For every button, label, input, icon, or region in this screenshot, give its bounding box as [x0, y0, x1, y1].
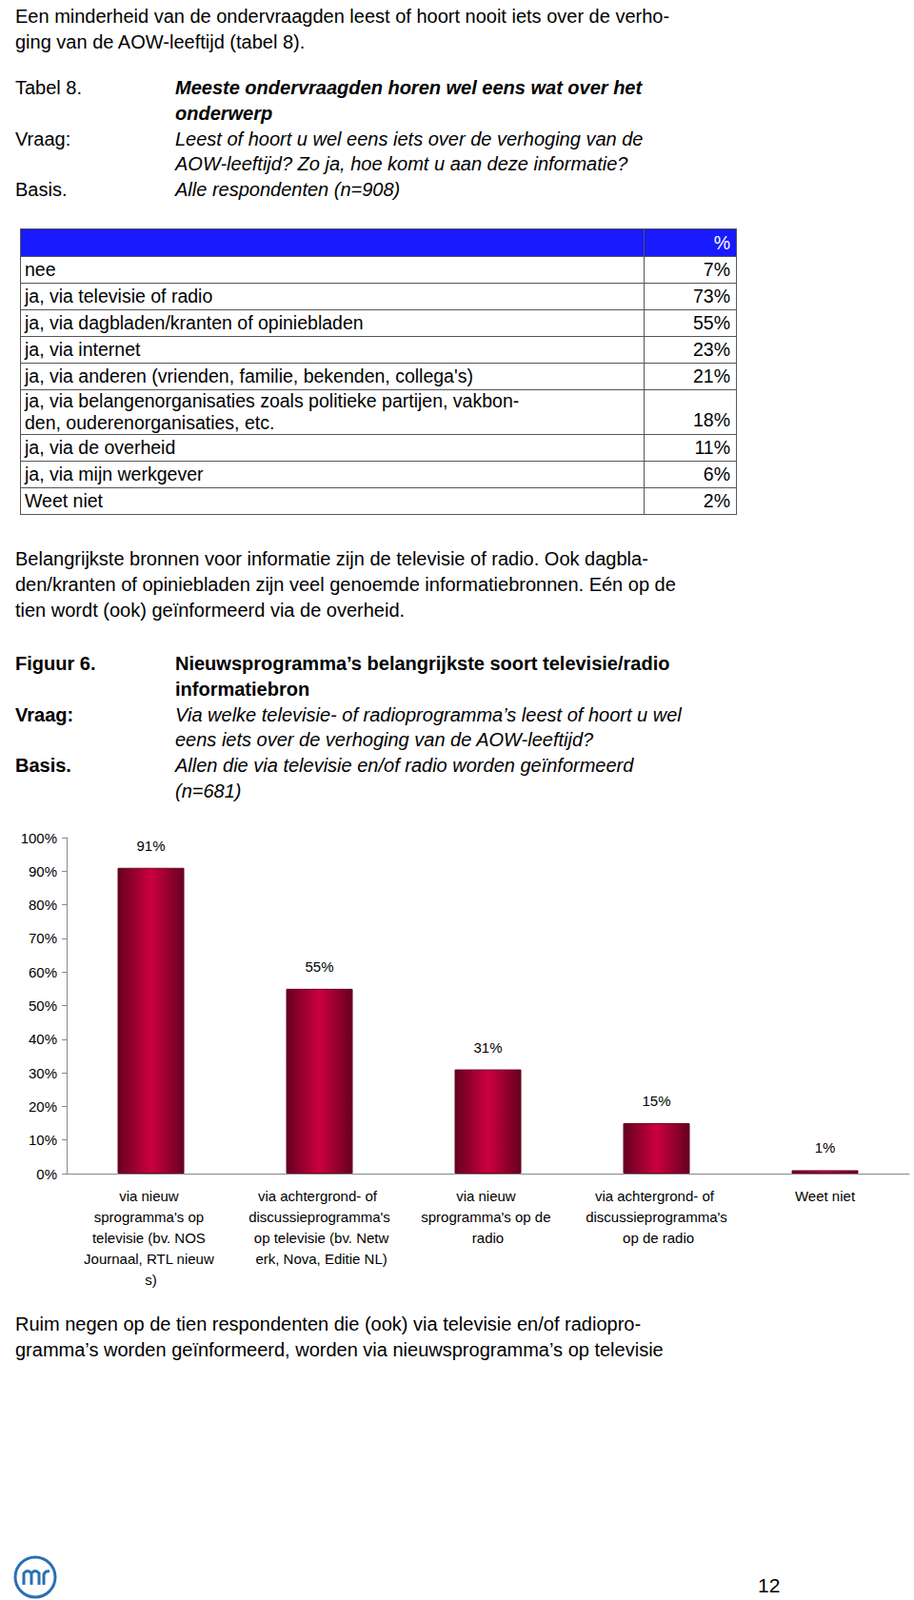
- html-text:nee: nee: [24, 258, 56, 280]
- html-text:Meeste ondervraagden horen wel: Meeste ondervraagden horen wel eens wat …: [175, 77, 642, 99]
- svg-text:erk, Nova, Editie NL): erk, Nova, Editie NL): [251, 1251, 388, 1268]
- html-text:Weet niet: Weet niet: [24, 490, 103, 512]
- svg-text:60%: 60%: [28, 964, 58, 981]
- html-text:AOW-leeftijd? Zo ja, hoe komt: AOW-leeftijd? Zo ja, hoe komt u aan deze…: [175, 153, 628, 175]
- svg-text:91%: 91%: [136, 837, 165, 855]
- html-text:onderwerp: onderwerp: [175, 102, 273, 124]
- html-text:den/kranten of opiniebladen zi: den/kranten of opiniebladen zijn veel ge…: [15, 574, 676, 596]
- html-text:eens iets over de verhoging va: eens iets over de verhoging van de AOW-l…: [175, 729, 594, 751]
- html-text:Ruim negen op de tien responde: Ruim negen op de tien respondenten die (…: [15, 1313, 641, 1335]
- html-text:ja, via televisie of radio: ja, via televisie of radio: [24, 285, 213, 307]
- svg-text:discussieprogramma's: discussieprogramma's: [248, 1209, 391, 1226]
- svg-text:15%: 15%: [641, 1092, 671, 1110]
- html-text:55%: 55%: [693, 312, 731, 334]
- html-text:Basis.: Basis.: [15, 179, 68, 201]
- svg-text:via nieuw: via nieuw: [119, 1188, 183, 1205]
- html-text:informatiebron: informatiebron: [175, 678, 310, 700]
- svg-text:Weet niet: Weet niet: [794, 1188, 856, 1205]
- svg-text:40%: 40%: [28, 1031, 58, 1048]
- html-text:ja, via dagbladen/kranten of o: ja, via dagbladen/kranten of opinieblade…: [24, 312, 364, 334]
- svg-text:s): s): [144, 1271, 158, 1289]
- svg-text:sprogramma's op: sprogramma's op: [94, 1209, 209, 1226]
- html-text:ja, via de overheid: ja, via de overheid: [24, 437, 176, 458]
- svg-text:via achtergrond- of: via achtergrond- of: [258, 1188, 381, 1205]
- html-text:Via welke televisie- of radiop: Via welke televisie- of radioprogramma’s…: [175, 704, 682, 726]
- svg-text:sprogramma's op de: sprogramma's op de: [420, 1209, 555, 1226]
- html-text:12: 12: [757, 1574, 781, 1597]
- html-text:Basis.: Basis.: [15, 755, 72, 777]
- html-text:ja, via mijn werkgever: ja, via mijn werkgever: [24, 463, 204, 485]
- html-text:(n=681): (n=681): [175, 780, 242, 802]
- html-text:7%: 7%: [703, 258, 731, 280]
- svg-text:90%: 90%: [28, 863, 58, 880]
- html-text:Allen die via televisie en/of: Allen die via televisie en/of radio word…: [175, 755, 634, 777]
- html-text:21%: 21%: [693, 365, 731, 387]
- svg-text:televisie (bv. NOS: televisie (bv. NOS: [92, 1230, 210, 1247]
- html-text:ja, via internet: ja, via internet: [24, 338, 141, 360]
- svg-text:Journaal, RTL nieuw: Journaal, RTL nieuw: [83, 1251, 219, 1268]
- html-text:Nieuwsprogramma’s belangrijkst: Nieuwsprogramma’s belangrijkste soort te…: [175, 653, 670, 675]
- html-text:Vraag:: Vraag:: [15, 704, 74, 726]
- svg-text:50%: 50%: [28, 997, 58, 1014]
- svg-text:30%: 30%: [28, 1065, 58, 1082]
- svg-text:discussieprogramma's: discussieprogramma's: [585, 1209, 728, 1226]
- html-text:Vraag:: Vraag:: [15, 128, 71, 150]
- html-text:Figuur 6.: Figuur 6.: [15, 653, 96, 675]
- html-text:ja, via anderen (vrienden, fam: ja, via anderen (vrienden, familie, beke…: [24, 365, 474, 387]
- svg-text:via achtergrond- of: via achtergrond- of: [595, 1188, 718, 1205]
- html-text:tien wordt (ook) geïnformeerd: tien wordt (ook) geïnformeerd via de ove…: [15, 599, 405, 621]
- html-text:2%: 2%: [703, 490, 731, 512]
- html-text:gramma’s worden geïnformeerd,: gramma’s worden geïnformeerd, worden via…: [15, 1339, 664, 1361]
- svg-text:70%: 70%: [28, 930, 58, 947]
- html-text:ja, via belangenorganisaties z: ja, via belangenorganisaties zoals polit…: [24, 390, 520, 412]
- html-text:11%: 11%: [694, 437, 731, 458]
- svg-text:0%: 0%: [36, 1166, 58, 1183]
- svg-text:80%: 80%: [28, 896, 58, 914]
- html-text:Tabel 8.: Tabel 8.: [15, 77, 82, 99]
- html-text:Een minderheid van de ondervra: Een minderheid van de ondervraagden lees…: [15, 5, 670, 27]
- svg-text:via nieuw: via nieuw: [456, 1188, 520, 1205]
- svg-text:31%: 31%: [473, 1039, 502, 1056]
- html-text:Leest of hoort u wel eens iets: Leest of hoort u wel eens iets over de v…: [175, 128, 644, 150]
- html-text:Belangrijkste bronnen voor inf: Belangrijkste bronnen voor informatie zi…: [15, 548, 649, 570]
- svg-text:55%: 55%: [304, 958, 334, 975]
- html-text:6%: 6%: [703, 463, 731, 485]
- svg-text:radio: radio: [472, 1230, 504, 1247]
- svg-text:1%: 1%: [814, 1139, 836, 1156]
- html-text:ging van de AOW-leeftijd (tabe: ging van de AOW-leeftijd (tabel 8).: [15, 31, 305, 53]
- html-text:den, ouderenorganisaties, etc.: den, ouderenorganisaties, etc.: [24, 412, 275, 434]
- html-text:23%: 23%: [693, 338, 731, 360]
- svg-text:op de radio: op de radio: [618, 1230, 695, 1247]
- svg-text:100%: 100%: [20, 830, 58, 847]
- html-text:Alle respondenten (n=908): Alle respondenten (n=908): [175, 179, 401, 201]
- svg-text:10%: 10%: [28, 1132, 58, 1149]
- html-text:18%: 18%: [693, 409, 731, 431]
- html-text:73%: 73%: [693, 285, 731, 307]
- svg-text:20%: 20%: [28, 1098, 58, 1115]
- svg-text:op televisie (bv. Netw: op televisie (bv. Netw: [250, 1230, 390, 1247]
